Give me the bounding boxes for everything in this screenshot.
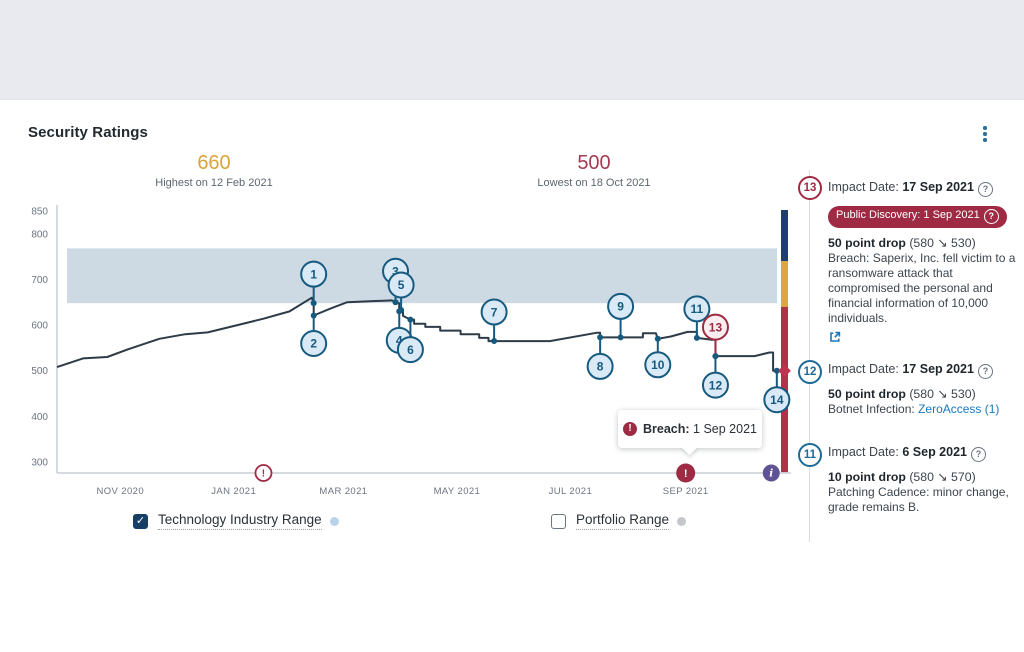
- x-tick-label: NOV 2020: [96, 486, 144, 497]
- event-circle-13[interactable]: 13: [798, 176, 822, 200]
- y-tick-label: 500: [31, 366, 48, 377]
- help-icon[interactable]: ?: [977, 364, 993, 379]
- svg-text:5: 5: [398, 278, 405, 292]
- svg-text:11: 11: [691, 302, 704, 316]
- impact-date-line: Impact Date: 6 Sep 2021?: [828, 445, 1024, 462]
- event-marker-10[interactable]: 10: [644, 335, 672, 379]
- point-drop-line: 50 point drop (580 ↘ 530): [828, 236, 976, 250]
- svg-text:!: !: [262, 469, 265, 480]
- event-circle-11[interactable]: 11: [798, 443, 822, 467]
- event-marker-1[interactable]: 1: [300, 260, 328, 307]
- event-marker-8[interactable]: 8: [586, 334, 614, 380]
- industry-range-band: [67, 248, 777, 304]
- impact-date-line: Impact Date: 17 Sep 2021?: [828, 362, 1024, 379]
- highest-rating-stat: 660 Highest on 12 Feb 2021: [114, 152, 314, 189]
- event-marker-5[interactable]: 5: [387, 271, 415, 314]
- svg-text:6: 6: [407, 343, 414, 357]
- lowest-rating-value: 500: [577, 152, 611, 174]
- zeroaccess-link[interactable]: ZeroAccess (1): [918, 402, 1000, 416]
- y-tick-label: 800: [31, 229, 48, 240]
- event-marker-11[interactable]: 11: [683, 295, 711, 341]
- legend-label-technology-industry-range[interactable]: Technology Industry Range: [158, 512, 322, 530]
- public-discovery-badge: Public Discovery: 1 Sep 2021?: [828, 206, 1007, 228]
- ratings-chart: 850 800 700 600 500 400 300 NOV 2020 JAN 2021 MAR…: [31, 205, 791, 497]
- svg-text:7: 7: [491, 305, 498, 319]
- event-marker-9[interactable]: 9: [607, 292, 635, 341]
- x-tick-label: JAN 2021: [211, 486, 256, 497]
- event-marker-12[interactable]: 12: [701, 353, 729, 399]
- event-circle-12[interactable]: 12: [798, 360, 822, 384]
- current-rating-diamond: [778, 364, 791, 378]
- highest-rating-value: 660: [197, 152, 231, 174]
- svg-text:8: 8: [597, 360, 604, 374]
- x-tick-label: MAR 2021: [319, 486, 367, 497]
- rating-scale-bar-segment: [781, 210, 788, 262]
- event-entry-12: Impact Date: 17 Sep 2021? 50 point drop …: [828, 362, 1024, 417]
- svg-text:14: 14: [770, 393, 784, 407]
- legend-dot-technology-industry-range: [329, 516, 339, 526]
- svg-text:!: !: [684, 468, 688, 480]
- lowest-rating-caption: Lowest on 18 Oct 2021: [537, 177, 651, 189]
- security-ratings-card: Security Ratings 660 Highest on 12 Feb 2…: [0, 100, 1024, 652]
- svg-text:2: 2: [310, 337, 317, 351]
- help-icon[interactable]: ?: [983, 209, 999, 224]
- event-marker-2[interactable]: 2: [300, 312, 328, 357]
- impact-date-line: Impact Date: 17 Sep 2021?: [828, 180, 1024, 197]
- lowest-rating-stat: 500 Lowest on 18 Oct 2021: [494, 152, 694, 189]
- event-description: Botnet Infection: ZeroAccess (1): [828, 402, 1000, 416]
- x-tick-label: SEP 2021: [663, 486, 709, 497]
- svg-text:13: 13: [709, 320, 723, 334]
- y-tick-label: 400: [31, 412, 48, 423]
- warning-outline-axis-icon[interactable]: !: [254, 464, 273, 482]
- svg-text:12: 12: [709, 378, 723, 392]
- svg-text:1: 1: [310, 267, 317, 281]
- help-icon[interactable]: ?: [977, 182, 993, 197]
- y-tick-label: 850: [31, 206, 48, 217]
- legend-dot-portfolio-range: [677, 516, 687, 526]
- svg-text:9: 9: [617, 300, 624, 314]
- event-description: Patching Cadence: minor change, grade re…: [828, 485, 1009, 514]
- legend-item-technology-industry-range: ✓ Technology Industry Range: [133, 512, 339, 530]
- breach-tooltip: ! Breach: 1 Sep 2021: [618, 410, 762, 456]
- info-axis-icon[interactable]: i: [762, 464, 780, 482]
- event-entry-13: Impact Date: 17 Sep 2021? Public Discove…: [828, 180, 1024, 349]
- highest-rating-caption: Highest on 12 Feb 2021: [155, 177, 273, 189]
- x-tick-label: JUL 2021: [549, 486, 593, 497]
- event-marker-6[interactable]: 6: [396, 316, 424, 364]
- point-drop-line: 10 point drop (580 ↘ 570): [828, 470, 976, 484]
- event-marker-14[interactable]: 14: [763, 367, 791, 414]
- event-entry-11: Impact Date: 6 Sep 2021? 10 point drop (…: [828, 445, 1024, 515]
- point-drop-line: 50 point drop (580 ↘ 530): [828, 387, 976, 401]
- svg-text:4: 4: [396, 334, 403, 348]
- y-tick-label: 300: [31, 458, 48, 469]
- page-title: Security Ratings: [28, 124, 148, 141]
- checkbox-technology-industry-range[interactable]: ✓: [133, 513, 148, 529]
- events-timeline-line: [809, 170, 810, 542]
- breach-axis-icon[interactable]: !: [676, 463, 696, 483]
- help-icon[interactable]: ?: [971, 447, 986, 462]
- event-description: Breach: Saperix, Inc. fell victim to a r…: [828, 251, 1016, 325]
- event-marker-7[interactable]: 7: [480, 298, 508, 345]
- checkbox-portfolio-range[interactable]: ✓: [551, 513, 566, 529]
- event-marker-13[interactable]: 13: [701, 313, 729, 360]
- svg-text:10: 10: [651, 358, 665, 372]
- rating-line: [56, 296, 785, 372]
- kebab-menu-icon[interactable]: [978, 125, 992, 143]
- breach-tooltip-text: Breach: 1 Sep 2021: [643, 422, 757, 436]
- svg-text:i: i: [769, 468, 773, 480]
- legend-label-portfolio-range[interactable]: Portfolio Range: [576, 512, 670, 530]
- y-tick-label: 700: [31, 275, 48, 286]
- breach-exclamation-icon: !: [623, 422, 637, 436]
- rating-scale-bar-segment: [781, 261, 788, 307]
- external-link-icon[interactable]: [828, 330, 842, 344]
- svg-text:3: 3: [392, 264, 399, 278]
- y-tick-label: 600: [31, 321, 48, 332]
- x-tick-label: MAY 2021: [434, 486, 481, 497]
- legend-item-portfolio-range: ✓ Portfolio Range: [551, 512, 687, 530]
